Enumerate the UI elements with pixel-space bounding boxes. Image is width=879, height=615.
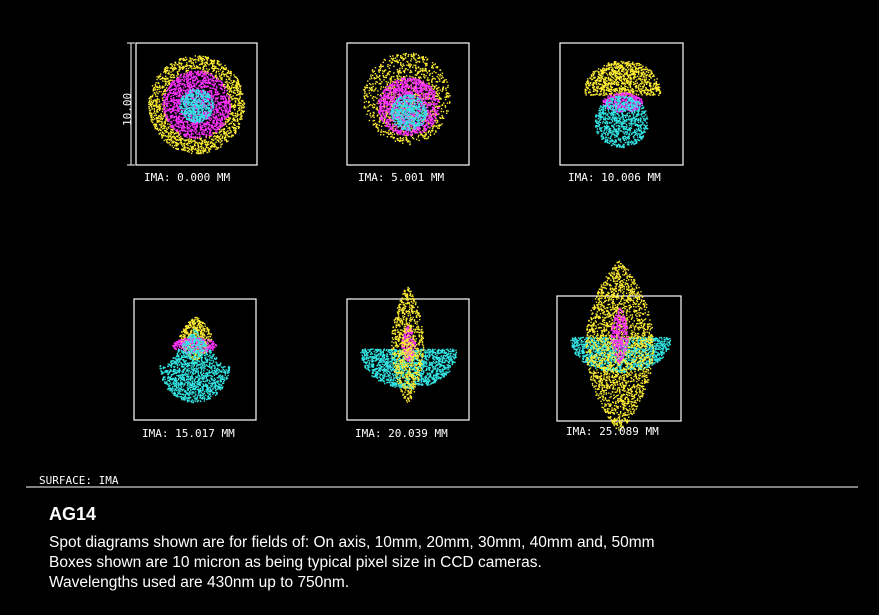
field-label-4: IMA: 15.017 MM	[142, 427, 235, 440]
field-label-5: IMA: 20.039 MM	[355, 427, 448, 440]
spot-6-green	[610, 307, 629, 364]
spot-4-blue	[159, 329, 231, 404]
spot-box-4	[133, 298, 257, 421]
caption-line-1: Spot diagrams shown are for fields of: O…	[49, 534, 655, 551]
spot-field-5	[360, 286, 457, 403]
spot-box-6	[556, 295, 682, 422]
spot-1-blue	[179, 88, 215, 124]
surface-label: SURFACE: IMA	[39, 474, 119, 487]
spot-3-red	[584, 60, 662, 96]
spot-3-blue	[595, 95, 649, 149]
spot-field-1	[148, 55, 246, 155]
spot-box-3	[559, 42, 684, 166]
caption-line-3: Wavelengths used are 430nm up to 750nm.	[49, 574, 350, 591]
caption-text: Spot diagrams shown are for fields of: O…	[49, 533, 655, 593]
caption-title: AG14	[49, 504, 97, 524]
caption-line-2: Boxes shown are 10 micron as being typic…	[49, 554, 542, 571]
spot-box-1	[135, 42, 258, 166]
spot-1-green	[162, 70, 232, 140]
spot-2-blue	[390, 94, 428, 131]
scale-bar: 10.00	[121, 42, 135, 166]
spot-1-red	[148, 55, 246, 155]
spot-field-6	[570, 260, 671, 431]
spot-field-3	[584, 60, 662, 149]
field-label-3: IMA: 10.006 MM	[568, 171, 661, 184]
spot-field-4	[159, 316, 231, 404]
field-label-2: IMA: 5.001 MM	[358, 171, 444, 184]
spot-box-2	[346, 42, 470, 166]
spot-5-red	[391, 286, 425, 403]
scale-label: 10.00	[121, 93, 134, 126]
field-label-6: IMA: 25.089 MM	[566, 425, 659, 438]
spot-2-red	[363, 52, 451, 146]
field-label-1: IMA: 0.000 MM	[144, 171, 230, 184]
spot-field-2	[363, 52, 451, 146]
